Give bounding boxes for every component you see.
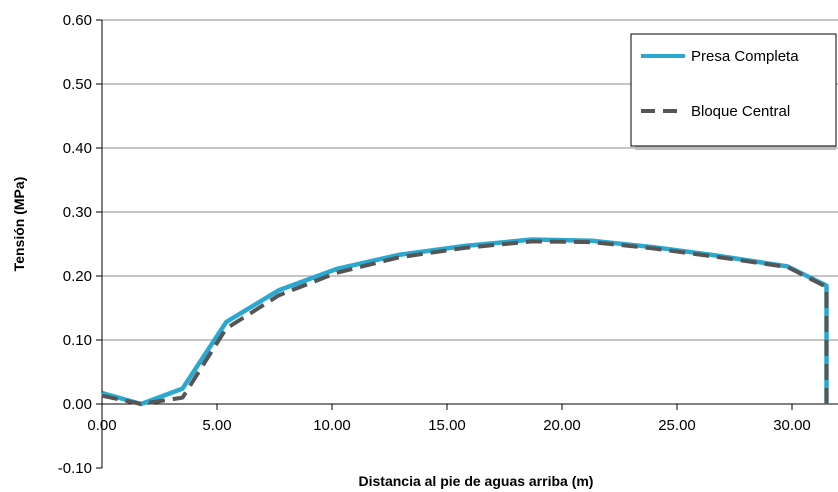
legend-box	[630, 33, 837, 147]
y-tick-label: 0.00	[63, 396, 92, 413]
y-tick-label: 0.10	[63, 332, 92, 349]
series-line-presa-completa	[101, 237, 829, 407]
y-tick-label: 0.30	[63, 204, 92, 221]
grid-lines	[102, 19, 838, 341]
legend: Presa Completa Bloque Central	[630, 33, 837, 150]
x-tick-label: 0.00	[87, 417, 116, 434]
x-tick-label: 10.00	[313, 417, 351, 434]
y-axis-title: Tensión (MPa)	[11, 177, 27, 272]
x-tick-label: 25.00	[658, 417, 696, 434]
y-tick-labels: -0.10 0.00 0.10 0.20 0.30 0.40 0.50 0.60	[58, 12, 92, 477]
series-lines	[101, 237, 829, 407]
legend-label-bloque-central: Bloque Central	[691, 103, 790, 120]
legend-label-presa-completa: Presa Completa	[691, 48, 799, 65]
y-tick-label: 0.40	[63, 140, 92, 157]
x-tick-labels: 0.00 5.00 10.00 15.00 20.00 25.00 30.00	[87, 417, 810, 434]
x-tick-label: 30.00	[773, 417, 811, 434]
y-tick-label: 0.50	[63, 76, 92, 93]
x-tick-label: 20.00	[543, 417, 581, 434]
y-tick-label: 0.20	[63, 268, 92, 285]
y-tick-label: 0.60	[63, 12, 92, 29]
x-axis-title: Distancia al pie de aguas arriba (m)	[359, 473, 594, 489]
x-tick-label: 5.00	[202, 417, 231, 434]
y-tick-label: -0.10	[58, 460, 92, 477]
x-tick-label: 15.00	[428, 417, 466, 434]
series-line-bloque-central	[101, 239, 829, 406]
